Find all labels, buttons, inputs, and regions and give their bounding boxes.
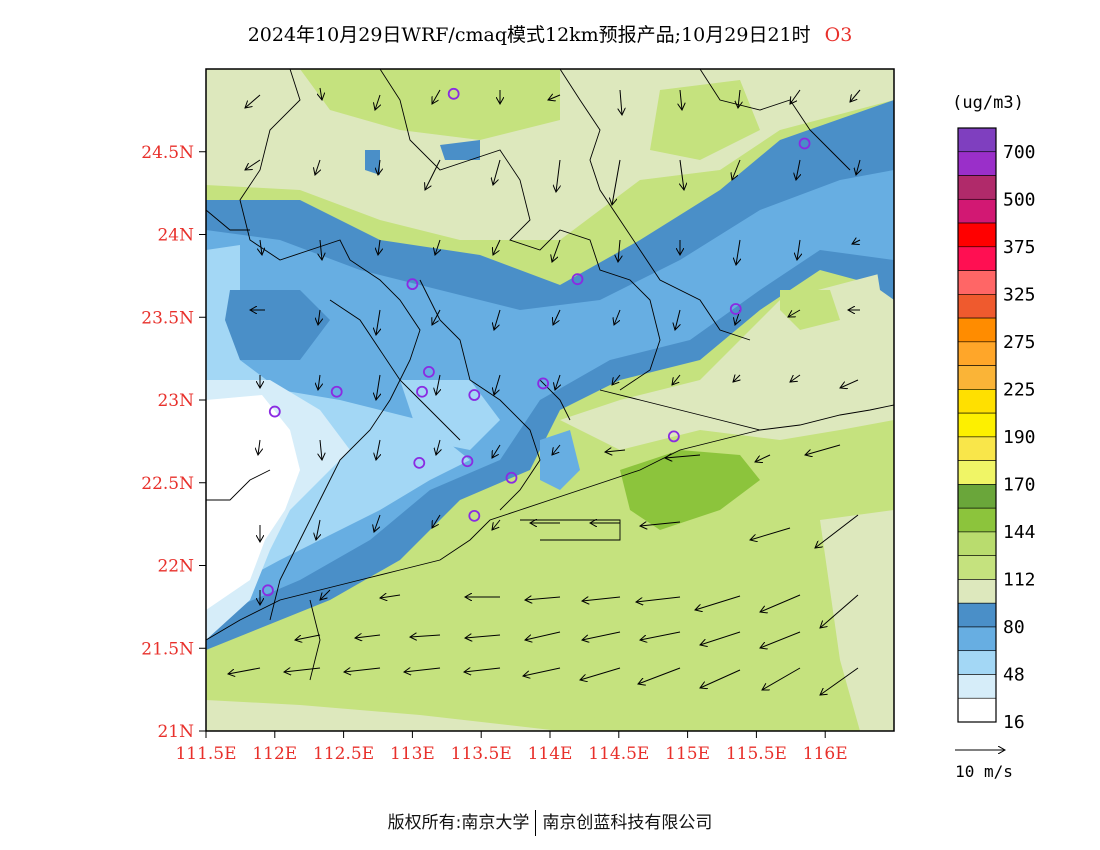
legend-unit: (ug/m3) xyxy=(952,93,1024,113)
color-legend xyxy=(957,127,997,723)
legend-swatch xyxy=(957,222,997,248)
station-marker xyxy=(413,456,426,469)
lon-tick-label: 115E xyxy=(665,744,710,764)
station-marker xyxy=(461,455,474,468)
legend-label: 225 xyxy=(1003,379,1036,400)
lat-tick-label: 24.5N xyxy=(141,143,194,163)
footer-right: 南京创蓝科技有限公司 xyxy=(542,813,713,833)
station-marker xyxy=(423,365,435,378)
legend-label: 325 xyxy=(1003,284,1036,305)
station-marker xyxy=(667,430,680,443)
legend-label: 48 xyxy=(1003,664,1025,685)
lat-tick-label: 22N xyxy=(157,557,194,577)
latitude-axis: 24.5N 24N 23.5N 23N 22.5N 22N 21.5N 21N xyxy=(141,143,206,742)
station-marker xyxy=(268,405,281,418)
legend-swatch xyxy=(957,626,997,652)
legend-swatch xyxy=(957,294,997,319)
lat-tick-label: 21.5N xyxy=(141,639,194,659)
lon-tick-label: 113.5E xyxy=(451,744,512,764)
legend-label: 144 xyxy=(1003,522,1036,543)
station-marker xyxy=(447,87,460,100)
legend-swatch xyxy=(957,317,997,343)
station-marker xyxy=(468,389,481,401)
legend-swatch xyxy=(957,555,997,580)
legend-swatch xyxy=(957,365,997,390)
legend-swatch xyxy=(957,175,997,200)
species-code: O3 xyxy=(824,24,853,46)
legend-label: 80 xyxy=(1003,617,1025,638)
legend-frame xyxy=(957,127,997,723)
station-marker xyxy=(571,273,584,286)
legend-swatch xyxy=(957,460,997,485)
page-title: 2024年10月29日WRF/cmaq模式12km预报产品;10月29日21时 O… xyxy=(0,20,1100,47)
lat-tick-label: 21N xyxy=(157,722,194,742)
longitude-axis: 111.5E 112E 112.5E 113E 113.5E 114E 114.5E 115E… xyxy=(175,731,848,764)
legend-label: 16 xyxy=(1003,712,1025,733)
legend-swatch xyxy=(957,650,997,675)
wind-vectors xyxy=(228,87,860,695)
station-marker xyxy=(798,137,811,150)
lat-tick-label: 23.5N xyxy=(141,308,194,328)
station-marker xyxy=(330,385,343,398)
legend-label: 190 xyxy=(1003,427,1036,448)
legend-labels: 700 500 375 325 275 225 190 170 144 112 80 48 16 xyxy=(1003,142,1036,733)
legend-swatch xyxy=(957,579,997,604)
wind-scale-label: 10 m/s xyxy=(955,762,1013,781)
lon-tick-label: 114.5E xyxy=(588,744,649,764)
station-marker xyxy=(262,584,274,597)
footer-left: 版权所有:南京大学 xyxy=(387,813,530,833)
legend-swatch xyxy=(957,127,997,153)
legend-swatch xyxy=(957,341,997,366)
title-text: 2024年10月29日WRF/cmaq模式12km预报产品;10月29日21时 xyxy=(247,24,811,46)
lat-tick-label: 22.5N xyxy=(141,474,194,494)
monitoring-stations xyxy=(262,87,811,597)
legend-swatch xyxy=(957,602,997,628)
lon-tick-label: 113E xyxy=(390,744,435,764)
legend-swatch xyxy=(957,270,997,295)
lat-tick-label: 24N xyxy=(157,226,194,246)
lon-tick-label: 115.5E xyxy=(726,744,787,764)
legend-swatch xyxy=(957,246,997,271)
lat-tick-label: 23N xyxy=(157,391,194,411)
legend-swatch xyxy=(957,436,997,461)
legend-label: 112 xyxy=(1003,569,1036,590)
legend-swatch xyxy=(957,389,997,414)
station-marker xyxy=(729,303,742,315)
station-marker xyxy=(468,509,481,522)
legend-label: 500 xyxy=(1003,189,1036,210)
legend-swatch xyxy=(957,198,997,224)
footer-separator xyxy=(535,810,537,836)
legend-swatch xyxy=(957,507,997,533)
station-marker xyxy=(406,278,419,291)
legend-swatch xyxy=(957,674,997,699)
lon-tick-label: 112.5E xyxy=(313,744,374,764)
concentration-field xyxy=(206,69,894,731)
station-marker xyxy=(416,385,428,398)
legend-label: 700 xyxy=(1003,142,1036,163)
legend-label: 375 xyxy=(1003,237,1036,258)
copyright-footer: 版权所有:南京大学 南京创蓝科技有限公司 xyxy=(0,808,1100,836)
legend-label: 170 xyxy=(1003,474,1036,495)
lon-tick-label: 112E xyxy=(252,744,297,764)
station-marker xyxy=(537,377,550,390)
legend-label: 275 xyxy=(1003,332,1036,353)
lon-tick-label: 114E xyxy=(528,744,573,764)
legend-swatch xyxy=(957,484,997,509)
lon-tick-label: 116E xyxy=(803,744,848,764)
legend-swatch xyxy=(957,531,997,556)
lon-tick-label: 111.5E xyxy=(175,744,236,764)
legend-swatch xyxy=(957,151,997,176)
legend-swatch xyxy=(957,697,997,723)
legend-swatch xyxy=(957,412,997,438)
station-marker xyxy=(505,471,518,484)
